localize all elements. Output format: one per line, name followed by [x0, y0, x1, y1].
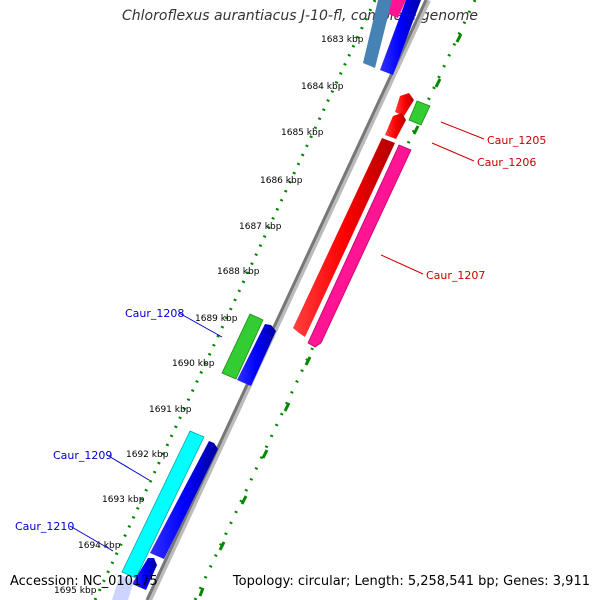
tick-label: 1693 kbp — [102, 495, 145, 505]
label-caur-1206[interactable]: Caur_1206 — [477, 156, 536, 169]
tick-label: 1694 kbp — [78, 541, 121, 551]
tick-label: 1690 kbp — [172, 359, 215, 369]
gene-bottom-faded[interactable] — [112, 575, 134, 600]
genome-summary-text: Topology: circular; Length: 5,258,541 bp… — [232, 574, 590, 589]
gene-caur-1206[interactable] — [395, 93, 414, 116]
gene-red-mid[interactable] — [385, 113, 406, 139]
tick-label: 1687 kbp — [239, 222, 282, 232]
gene-caur-1208[interactable] — [221, 313, 264, 380]
gene-caur-1207[interactable] — [307, 144, 412, 348]
accession-text: Accession: NC_010175 — [10, 574, 158, 589]
label-caur-1205[interactable]: Caur_1205 — [487, 134, 546, 147]
tick-label: 1689 kbp — [195, 314, 238, 324]
gene-blue-1208b[interactable] — [237, 324, 276, 386]
backbone — [145, 0, 428, 600]
tick-label: 1686 kbp — [260, 176, 303, 186]
tick-label: 1691 kbp — [149, 405, 192, 415]
tick-label: 1688 kbp — [217, 267, 260, 277]
label-caur-1209[interactable]: Caur_1209 — [53, 449, 112, 462]
tick-label: 1692 kbp — [126, 450, 169, 460]
inner-ruler-ticks — [198, 33, 463, 597]
callout-lines — [69, 121, 485, 552]
label-caur-1208[interactable]: Caur_1208 — [125, 307, 184, 320]
gene-blue-1209b[interactable] — [150, 441, 218, 559]
tick-label: 1695 kbp — [54, 586, 97, 596]
backbone-shadow — [146, 0, 431, 600]
gene-caur-1205[interactable] — [408, 100, 431, 126]
tick-label: 1684 kbp — [301, 82, 344, 92]
gene-caur-1210[interactable] — [132, 558, 157, 590]
tick-label: 1685 kbp — [281, 128, 324, 138]
label-caur-1207[interactable]: Caur_1207 — [426, 269, 485, 282]
tick-label: 1683 kbp — [321, 35, 364, 45]
gene-red-large[interactable] — [293, 138, 395, 337]
label-caur-1210[interactable]: Caur_1210 — [15, 520, 74, 533]
outer-ruler — [93, 0, 377, 600]
gene-top-blue[interactable] — [380, 0, 421, 75]
gene-top-magenta[interactable] — [386, 0, 406, 18]
tick-labels: 1683 kbp 1684 kbp 1685 kbp 1686 kbp 1687… — [54, 35, 364, 596]
gene-top-steelblue[interactable] — [363, 0, 392, 68]
